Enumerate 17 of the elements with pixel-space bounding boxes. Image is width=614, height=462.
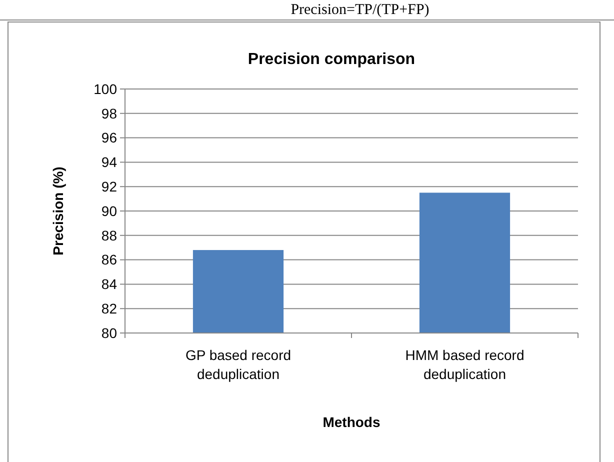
text: Precision=TP/(TP+FP) bbox=[290, 2, 430, 18]
y-tick-label: 92 bbox=[101, 178, 118, 194]
chart-title: Precision comparison bbox=[248, 51, 416, 68]
x-axis-title: Methods bbox=[322, 414, 380, 430]
y-tick-label: 96 bbox=[101, 130, 118, 146]
y-tick-label: 84 bbox=[101, 276, 118, 292]
y-tick-label: 98 bbox=[101, 105, 118, 122]
x-tick-label: GP based record deduplication bbox=[185, 347, 292, 382]
y-tick-label: 82 bbox=[101, 300, 118, 316]
y-tick-label: 90 bbox=[101, 202, 118, 219]
y-tick-label: 88 bbox=[101, 227, 118, 244]
y-tick-label: 94 bbox=[101, 154, 118, 170]
y-tick-label: 100 bbox=[94, 80, 118, 97]
y-axis-title: Precision (%) bbox=[50, 166, 66, 256]
y-tick-label: 86 bbox=[101, 252, 118, 268]
x-tick-label: HMM based record deduplication bbox=[405, 347, 524, 382]
y-tick-label: 80 bbox=[101, 324, 118, 341]
